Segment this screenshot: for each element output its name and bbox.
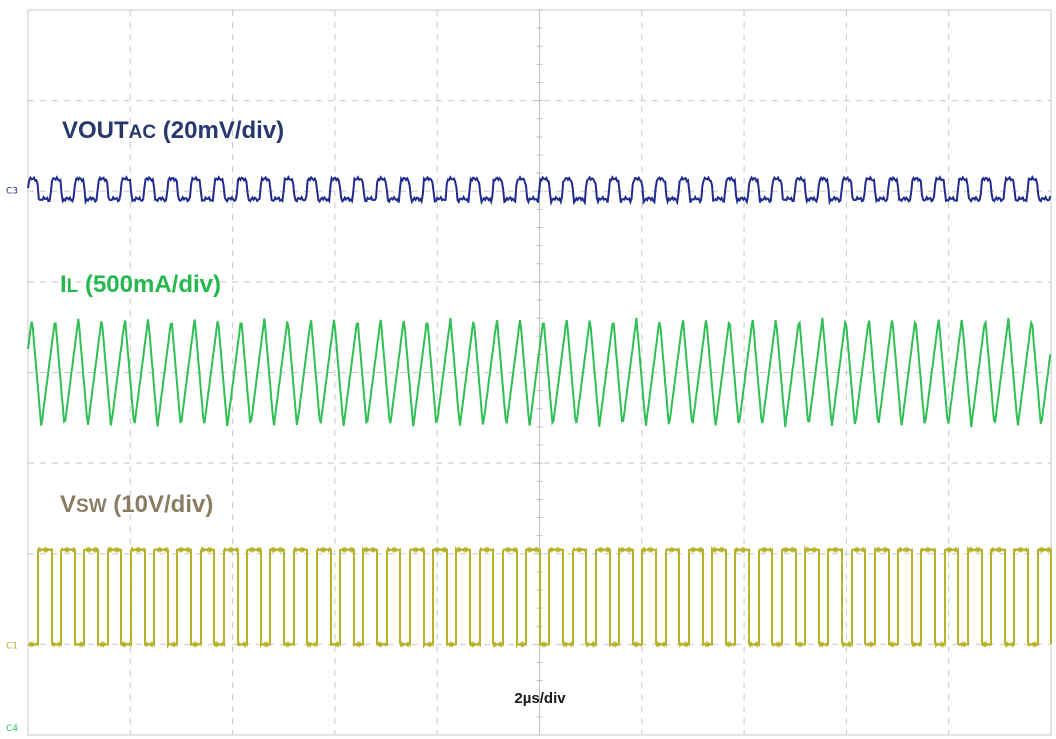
traces bbox=[27, 175, 1052, 650]
switch-node-trace bbox=[27, 545, 1052, 650]
time-per-div-label: 2µs/div bbox=[514, 690, 566, 707]
channel-marker-c3: C3 bbox=[6, 186, 18, 196]
channel-marker-c4: C4 bbox=[6, 724, 18, 734]
inductor-current-label: IL (500mA/div) bbox=[60, 271, 221, 298]
vout-label: VOUTAC (20mV/div) bbox=[62, 117, 284, 144]
switch-node-label: VSW (10V/div) bbox=[60, 491, 213, 518]
inductor-current-trace bbox=[27, 317, 1052, 428]
channel-markers: C3 C1 C4 bbox=[6, 186, 18, 734]
channel-marker-c1: C1 bbox=[6, 641, 18, 651]
vout-ripple-trace bbox=[27, 175, 1052, 207]
